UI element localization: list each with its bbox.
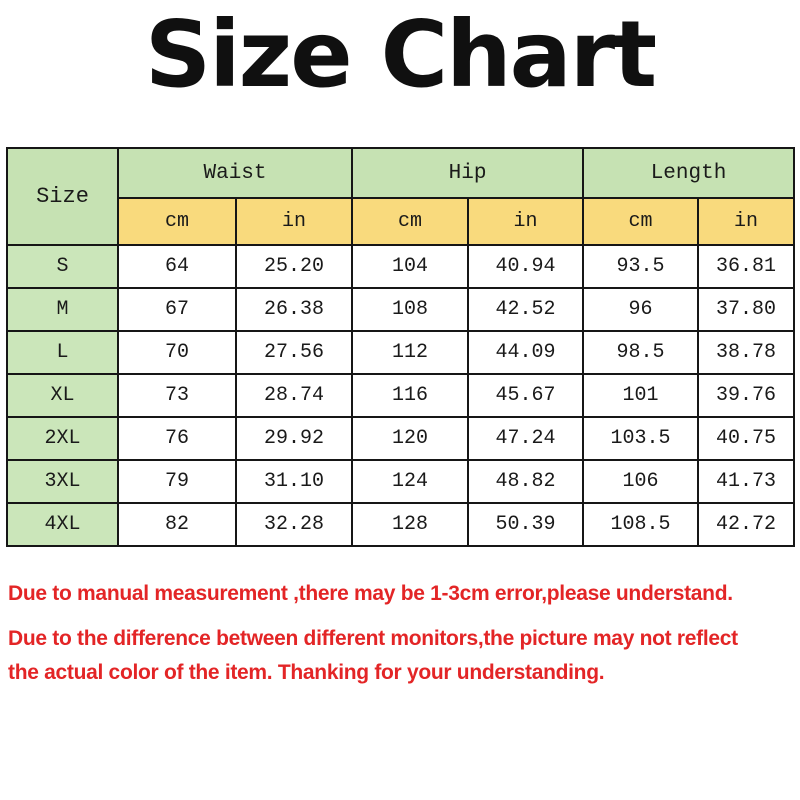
value-cell: 25.20: [234, 244, 354, 289]
value-cell: 103.5: [582, 416, 700, 461]
table-unit-row: cm in cm in cm in: [7, 197, 796, 246]
table-row: XL 73 28.74 116 45.67 101 39.76: [6, 373, 796, 418]
value-cell: 124: [351, 459, 470, 504]
value-cell: 67: [117, 287, 237, 332]
page-title: Size Chart: [144, 1, 657, 108]
disclaimer-gap: [8, 611, 794, 622]
table-row: M 67 26.38 108 42.52 96 37.80: [6, 287, 796, 332]
value-cell: 41.73: [697, 459, 796, 504]
value-cell: 40.75: [697, 416, 796, 461]
value-cell: 50.39: [467, 502, 585, 547]
value-cell: 106: [582, 459, 700, 504]
value-cell: 120: [351, 416, 470, 461]
value-cell: 28.74: [234, 373, 354, 418]
unit-header-waist-cm: cm: [117, 197, 237, 246]
value-cell: 101: [582, 373, 700, 418]
value-cell: 64: [117, 244, 237, 289]
value-cell: 38.78: [697, 330, 796, 375]
size-cell: 2XL: [6, 416, 119, 461]
value-cell: 79: [117, 459, 237, 504]
disclaimer-text: Due to manual measurement ,there may be …: [8, 577, 794, 690]
table-row: 2XL 76 29.92 120 47.24 103.5 40.75: [6, 416, 796, 461]
value-cell: 45.67: [467, 373, 585, 418]
value-cell: 47.24: [467, 416, 585, 461]
value-cell: 76: [117, 416, 237, 461]
size-table-container: Size Waist Hip Length cm in cm in cm in …: [6, 147, 796, 547]
value-cell: 37.80: [697, 287, 796, 332]
size-cell: 4XL: [6, 502, 119, 547]
table-row: S 64 25.20 104 40.94 93.5 36.81: [6, 244, 796, 289]
size-table: Size Waist Hip Length cm in cm in cm in …: [6, 147, 796, 547]
value-cell: 29.92: [234, 416, 354, 461]
size-cell: M: [6, 287, 119, 332]
value-cell: 104: [351, 244, 470, 289]
unit-header-hip-cm: cm: [351, 197, 470, 246]
table-header-row: Size Waist Hip Length: [6, 147, 796, 246]
unit-header-hip-in: in: [467, 197, 585, 246]
size-cell: L: [6, 330, 119, 375]
group-header-waist: Waist: [116, 147, 354, 199]
disclaimer-line: the actual color of the item. Thanking f…: [8, 661, 605, 684]
value-cell: 44.09: [467, 330, 585, 375]
unit-header-length-cm: cm: [582, 197, 700, 246]
value-cell: 31.10: [234, 459, 354, 504]
value-cell: 42.72: [697, 502, 796, 547]
value-cell: 112: [351, 330, 470, 375]
value-cell: 70: [117, 330, 237, 375]
value-cell: 40.94: [467, 244, 585, 289]
value-cell: 32.28: [234, 502, 354, 547]
value-cell: 42.52: [467, 287, 585, 332]
group-header-length: Length: [582, 147, 796, 199]
disclaimer-line: Due to the difference between different …: [8, 627, 738, 650]
value-cell: 82: [117, 502, 237, 547]
unit-header-length-in: in: [697, 197, 796, 246]
value-cell: 96: [582, 287, 700, 332]
value-cell: 36.81: [697, 244, 796, 289]
value-cell: 128: [351, 502, 470, 547]
value-cell: 73: [117, 373, 237, 418]
unit-header-waist-in: in: [234, 197, 354, 246]
value-cell: 93.5: [582, 244, 700, 289]
table-row: 4XL 82 32.28 128 50.39 108.5 42.72: [6, 502, 796, 547]
table-row: L 70 27.56 112 44.09 98.5 38.78: [6, 330, 796, 375]
value-cell: 26.38: [234, 287, 354, 332]
size-cell: XL: [6, 373, 119, 418]
group-header-hip: Hip: [351, 147, 585, 199]
value-cell: 108.5: [582, 502, 700, 547]
disclaimer-line: Due to manual measurement ,there may be …: [8, 582, 733, 605]
value-cell: 98.5: [582, 330, 700, 375]
value-cell: 27.56: [234, 330, 354, 375]
corner-header-size: Size: [6, 147, 119, 246]
value-cell: 116: [351, 373, 470, 418]
value-cell: 48.82: [467, 459, 585, 504]
table-row: 3XL 79 31.10 124 48.82 106 41.73: [6, 459, 796, 504]
value-cell: 108: [351, 287, 470, 332]
size-cell: S: [6, 244, 119, 289]
size-cell: 3XL: [6, 459, 119, 504]
value-cell: 39.76: [697, 373, 796, 418]
